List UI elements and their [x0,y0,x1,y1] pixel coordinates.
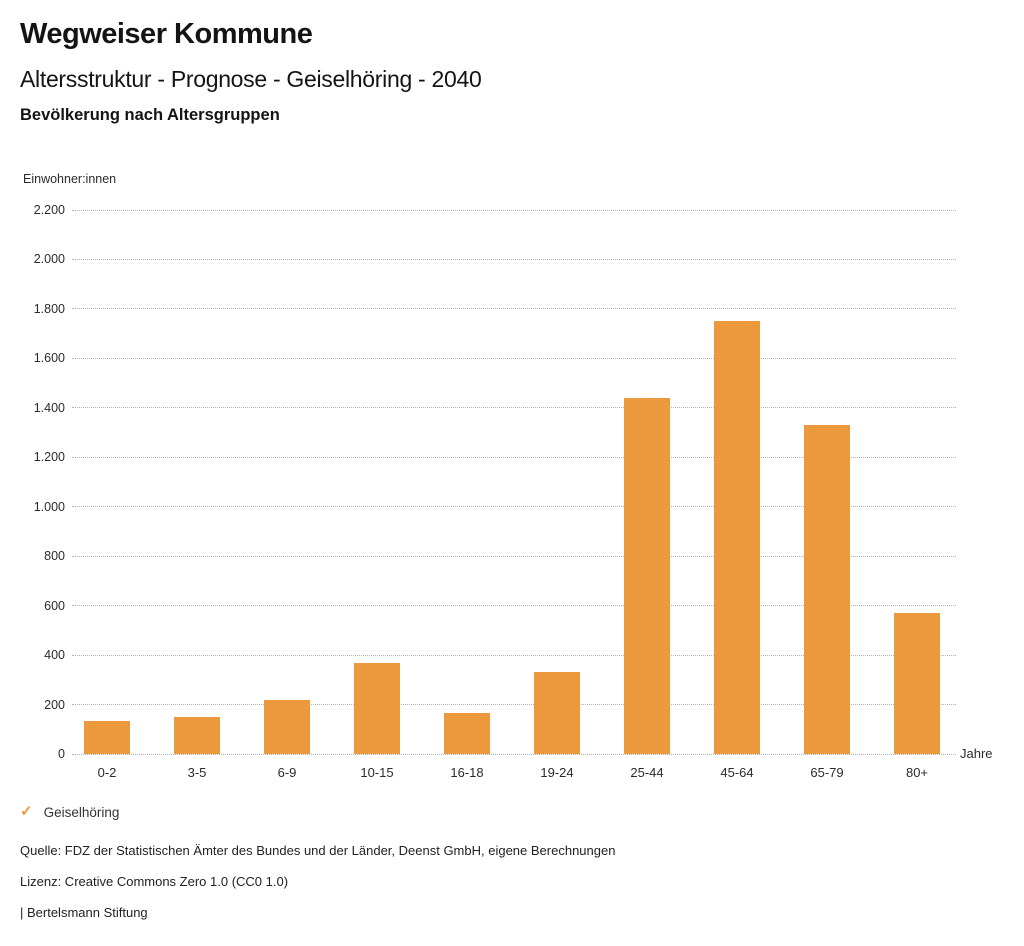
bar-19-24[interactable] [534,672,580,754]
gridline [72,506,956,508]
bar-80+[interactable] [894,613,940,754]
plot-area [62,209,962,755]
page-title: Wegweiser Kommune [20,18,313,50]
x-tick-label-16-18: 16-18 [450,765,484,780]
bar-column-45-64 [692,210,782,754]
attribution-line: | Bertelsmann Stiftung [20,905,148,920]
bar-10-15[interactable] [354,662,400,754]
bar-column-80+ [872,210,962,754]
gridline [72,605,956,607]
x-tick-label-25-44: 25-44 [630,765,664,780]
x-tick-label-19-24: 19-24 [540,765,574,780]
gridline [72,209,956,211]
bar-25-44[interactable] [624,397,670,754]
bar-column-0-2 [62,210,152,754]
y-tick-label: 800 [44,549,65,564]
x-tick-label-10-15: 10-15 [360,765,394,780]
y-tick-label: 1.800 [33,301,65,316]
gridline [72,456,956,458]
y-tick-label: 1.600 [33,351,65,366]
y-tick-label: 1.000 [33,499,65,514]
gridline [72,753,956,755]
bar-column-3-5 [152,210,242,754]
license-line: Lizenz: Creative Commons Zero 1.0 (CC0 1… [20,874,289,889]
bar-65-79[interactable] [804,425,850,754]
bar-column-16-18 [422,210,512,754]
y-tick-label: 1.400 [33,400,65,415]
x-axis-tick-labels: 0-2 3-5 6-9 10-15 16-18 19-24 25-44 45-64 65-79 8… [62,765,962,780]
bar-3-5[interactable] [174,716,220,754]
legend-item-geiselhoering[interactable]: ✓ Geiselhöring [20,803,119,821]
x-tick-label-45-64: 45-64 [720,765,754,780]
gridline [72,357,956,359]
gridline [72,555,956,557]
y-tick-label: 200 [44,697,65,712]
gridline [72,258,956,260]
bar-column-19-24 [512,210,602,754]
y-tick-label: 2.000 [33,252,65,267]
y-tick-label: 2.200 [33,203,65,217]
x-tick-label-3-5: 3-5 [187,765,207,780]
y-tick-label: 1.200 [33,450,65,465]
x-tick-label-6-9: 6-9 [277,765,297,780]
bar-column-6-9 [242,210,332,754]
bar-6-9[interactable] [264,699,310,754]
bar-45-64[interactable] [714,321,760,754]
gridline [72,654,956,656]
gridline [72,308,956,310]
bar-0-2[interactable] [84,720,130,754]
bar-column-25-44 [602,210,692,754]
y-tick-label: 400 [44,648,65,663]
x-tick-label-65-79: 65-79 [810,765,844,780]
x-axis-unit-label: Jahre [960,746,993,761]
bar-column-10-15 [332,210,422,754]
chart-heading: Bevölkerung nach Altersgruppen [20,106,280,124]
y-axis-tick-labels: 0 200 400 600 800 1.000 1.200 1.400 1.600 1.800 2.… [10,203,65,761]
legend-label: Geiselhöring [43,804,120,820]
bar-series [62,210,962,754]
footer: Quelle: FDZ der Statistischen Ämter des … [20,844,615,937]
x-tick-label-80+: 80+ [905,765,929,780]
y-axis-unit-label: Einwohner:innen [23,172,117,186]
page-subtitle: Altersstruktur - Prognose - Geiselhöring… [20,66,482,92]
gridline [72,704,956,706]
y-tick-label: 600 [44,598,65,613]
y-tick-label: 0 [58,747,65,761]
x-tick-label-0-2: 0-2 [97,765,117,780]
source-line: Quelle: FDZ der Statistischen Ämter des … [20,843,616,858]
gridline [72,407,956,409]
bar-16-18[interactable] [444,713,490,754]
check-icon: ✓ [20,803,33,820]
bar-column-65-79 [782,210,872,754]
